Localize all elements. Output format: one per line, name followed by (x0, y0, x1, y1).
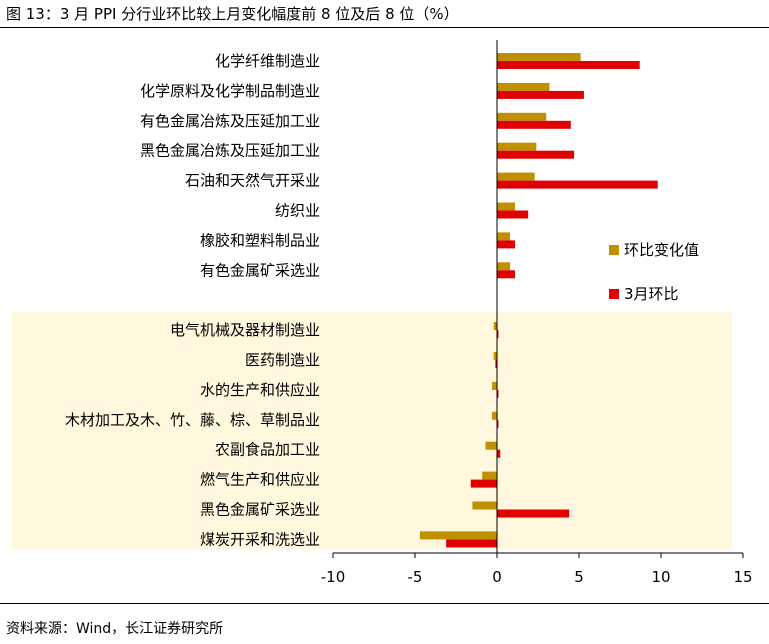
bar-change (497, 262, 511, 271)
bar-march-mom (497, 419, 499, 428)
highlight-band (12, 312, 732, 550)
source-divider (0, 603, 769, 604)
category-label: 黑色金属冶炼及压延加工业 (140, 142, 320, 160)
category-label: 煤炭开采和洗选业 (200, 530, 320, 548)
legend-swatch (609, 289, 619, 299)
bar-change (493, 322, 497, 331)
category-label: 有色金属冶炼及压延加工业 (140, 112, 320, 130)
x-tick-label: -10 (321, 568, 346, 586)
bar-change (492, 411, 497, 420)
title-divider (0, 27, 769, 28)
bar-march-mom (497, 240, 516, 249)
bar-change (497, 172, 535, 181)
category-label: 黑色金属矿采选业 (200, 501, 320, 519)
chart-title: 图 13：3 月 PPI 分行业环比较上月变化幅度前 8 位及后 8 位（%） (6, 5, 459, 23)
bar-change (497, 82, 550, 91)
bar-march-mom (497, 120, 571, 129)
bar-march-mom (497, 180, 658, 189)
source-note: 资料来源：Wind，长江证券研究所 (6, 621, 224, 637)
category-label: 水的生产和供应业 (200, 381, 320, 399)
bar-march-mom (497, 330, 499, 339)
bar-change (497, 232, 511, 241)
x-tick-label: 10 (651, 568, 670, 586)
bar-march-mom (495, 360, 497, 368)
category-label: 石油和天然气开采业 (185, 172, 320, 190)
x-tick-label: 0 (492, 568, 502, 586)
legend-label: 环比变化值 (624, 241, 699, 259)
bar-march-mom (497, 61, 640, 69)
category-label: 化学纤维制造业 (215, 52, 320, 70)
bar-march-mom (497, 90, 584, 99)
category-label: 木材加工及木、竹、藤、棕、草制品业 (65, 411, 320, 429)
bar-change (497, 202, 516, 211)
x-tick-label: -5 (408, 568, 423, 586)
bar-chart: 化学纤维制造业化学原料及化学制品制造业有色金属冶炼及压延加工业黑色金属冶炼及压延… (12, 40, 753, 586)
bar-march-mom (497, 210, 529, 219)
legend-swatch (609, 245, 619, 255)
bar-change (482, 471, 497, 480)
bar-march-mom (470, 479, 497, 488)
bar-change (497, 142, 537, 151)
bar-march-mom (497, 150, 575, 159)
category-label: 化学原料及化学制品制造业 (140, 82, 320, 100)
category-label: 纺织业 (275, 202, 320, 220)
bar-change (485, 441, 497, 450)
category-label: 橡胶和塑料制品业 (200, 231, 320, 249)
x-tick-label: 5 (574, 568, 584, 586)
bar-march-mom (497, 389, 499, 398)
bar-march-mom (446, 539, 497, 548)
category-label: 农副食品加工业 (215, 441, 320, 459)
legend-label: 3月环比 (624, 285, 679, 303)
category-label: 燃气生产和供应业 (200, 471, 320, 489)
bar-march-mom (497, 270, 516, 279)
bar-change (497, 53, 581, 61)
bar-march-mom (497, 509, 570, 518)
category-label: 有色金属矿采选业 (200, 261, 320, 279)
x-tick-label: 15 (733, 568, 752, 586)
bar-march-mom (497, 449, 501, 458)
bar-change (497, 112, 547, 121)
category-label: 医药制造业 (245, 351, 320, 369)
category-label: 电气机械及器材制造业 (170, 321, 320, 339)
bar-change (472, 501, 497, 510)
bar-change (419, 531, 497, 540)
bar-change (493, 352, 497, 360)
bar-change (492, 381, 497, 390)
